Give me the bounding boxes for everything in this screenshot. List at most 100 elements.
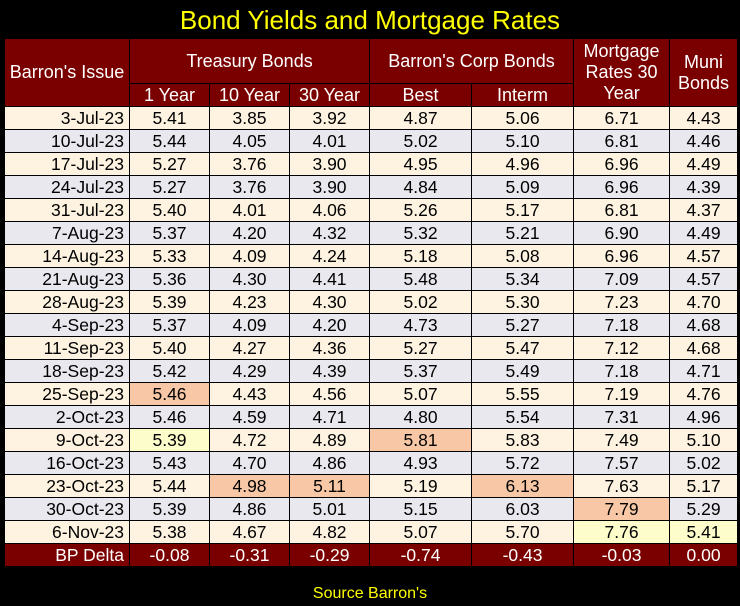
yield-cell: 4.29 — [209, 359, 290, 383]
yield-cell: 5.01 — [288, 497, 371, 521]
yield-cell: 4.98 — [209, 474, 290, 498]
yield-cell: 5.37 — [369, 359, 473, 383]
yield-cell: 7.57 — [573, 451, 671, 475]
source-note: Source Barron's — [312, 585, 428, 602]
issue-date: 21-Aug-23 — [4, 267, 130, 291]
yield-cell: 7.63 — [573, 474, 671, 498]
yield-cell: 4.71 — [288, 405, 371, 429]
yield-cell: 4.57 — [669, 267, 739, 291]
yield-cell: 4.56 — [288, 382, 371, 406]
yield-cell: 4.23 — [209, 290, 290, 314]
delta-cell: -0.03 — [573, 543, 671, 567]
yield-cell: 4.73 — [369, 313, 473, 337]
yield-cell: 6.90 — [573, 221, 671, 245]
yield-cell: 6.03 — [471, 497, 575, 521]
yield-cell: 4.05 — [209, 129, 290, 153]
yield-cell: 5.41 — [129, 106, 210, 130]
issue-date: 18-Sep-23 — [4, 359, 130, 383]
yield-cell: 5.72 — [471, 451, 575, 475]
yield-cell: 4.57 — [669, 244, 739, 268]
yield-cell: 5.81 — [369, 428, 473, 452]
table-row: 17-Jul-23 5.27 3.76 3.90 4.95 4.96 6.96 4.49 — [4, 152, 739, 176]
yield-cell: 4.86 — [209, 497, 290, 521]
yield-cell: 7.31 — [573, 405, 671, 429]
yield-cell: 4.67 — [209, 520, 290, 544]
yield-cell: 4.43 — [669, 106, 739, 130]
issue-date: 23-Oct-23 — [4, 474, 130, 498]
yield-cell: 5.83 — [471, 428, 575, 452]
yield-cell: 7.79 — [573, 497, 671, 521]
yield-cell: 4.24 — [288, 244, 371, 268]
yield-cell: 5.06 — [471, 106, 575, 130]
yield-cell: 4.46 — [669, 129, 739, 153]
yield-cell: 5.39 — [129, 290, 210, 314]
yield-cell: 5.49 — [471, 359, 575, 383]
yield-cell: 5.26 — [369, 198, 473, 222]
yield-cell: 5.02 — [369, 290, 473, 314]
issue-date: 31-Jul-23 — [4, 198, 130, 222]
yield-cell: 4.86 — [288, 451, 371, 475]
issue-date: 11-Sep-23 — [4, 336, 130, 360]
yield-cell: 4.09 — [209, 313, 290, 337]
yield-cell: 5.07 — [369, 520, 473, 544]
table-row: 25-Sep-23 5.46 4.43 4.56 5.07 5.55 7.19 4.76 — [4, 382, 739, 406]
header-30-year: 30 Year — [288, 83, 371, 107]
yield-cell: 4.68 — [669, 336, 739, 360]
yield-cell: 5.02 — [669, 451, 739, 475]
yield-cell: 5.17 — [471, 198, 575, 222]
yield-cell: 4.96 — [669, 405, 739, 429]
yield-cell: 6.71 — [573, 106, 671, 130]
yield-cell: 4.01 — [288, 129, 371, 153]
yield-cell: 4.80 — [369, 405, 473, 429]
yield-cell: 5.44 — [129, 474, 210, 498]
table-row: 14-Aug-23 5.33 4.09 4.24 5.18 5.08 6.96 4.57 — [4, 244, 739, 268]
yield-cell: 5.15 — [369, 497, 473, 521]
yield-cell: 5.29 — [669, 497, 739, 521]
yield-cell: 4.41 — [288, 267, 371, 291]
yield-cell: 4.59 — [209, 405, 290, 429]
yield-cell: 5.10 — [471, 129, 575, 153]
yield-cell: 4.68 — [669, 313, 739, 337]
yield-cell: 7.76 — [573, 520, 671, 544]
yield-cell: 4.49 — [669, 152, 739, 176]
page-title: Bond Yields and Mortgage Rates — [179, 5, 561, 35]
yield-cell: 4.32 — [288, 221, 371, 245]
yield-cell: 7.18 — [573, 359, 671, 383]
yield-cell: 5.40 — [129, 336, 210, 360]
yield-cell: 5.34 — [471, 267, 575, 291]
header-interm: Interm — [471, 83, 575, 107]
yield-cell: 5.46 — [129, 405, 210, 429]
issue-date: 16-Oct-23 — [4, 451, 130, 475]
table-row: 24-Jul-23 5.27 3.76 3.90 4.84 5.09 6.96 4.39 — [4, 175, 739, 199]
header-10-year: 10 Year — [209, 83, 290, 107]
yield-cell: 6.81 — [573, 198, 671, 222]
yield-cell: 5.30 — [471, 290, 575, 314]
issue-date: 25-Sep-23 — [4, 382, 130, 406]
yield-cell: 5.27 — [471, 313, 575, 337]
bond-yields-table: Barron's Issue Treasury Bonds Barron's C… — [4, 38, 739, 567]
yield-cell: 3.76 — [209, 175, 290, 199]
yield-cell: 6.96 — [573, 175, 671, 199]
header-issue: Barron's Issue — [4, 38, 130, 107]
yield-cell: 5.27 — [369, 336, 473, 360]
yield-cell: 4.01 — [209, 198, 290, 222]
table-row: 18-Sep-23 5.42 4.29 4.39 5.37 5.49 7.18 4.71 — [4, 359, 739, 383]
yield-cell: 4.36 — [288, 336, 371, 360]
yield-cell: 7.19 — [573, 382, 671, 406]
yield-cell: 5.08 — [471, 244, 575, 268]
yield-cell: 4.95 — [369, 152, 473, 176]
table-row: 23-Oct-23 5.44 4.98 5.11 5.19 6.13 7.63 5.17 — [4, 474, 739, 498]
yield-cell: 5.43 — [129, 451, 210, 475]
issue-date: 14-Aug-23 — [4, 244, 130, 268]
yield-cell: 7.09 — [573, 267, 671, 291]
delta-cell: -0.31 — [209, 543, 290, 567]
yield-cell: 3.85 — [209, 106, 290, 130]
yield-cell: 5.19 — [369, 474, 473, 498]
table-row: 16-Oct-23 5.43 4.70 4.86 4.93 5.72 7.57 5.02 — [4, 451, 739, 475]
issue-date: 3-Jul-23 — [4, 106, 130, 130]
yield-cell: 5.37 — [129, 313, 210, 337]
yield-cell: 4.39 — [669, 175, 739, 199]
yield-cell: 5.42 — [129, 359, 210, 383]
yield-cell: 4.06 — [288, 198, 371, 222]
